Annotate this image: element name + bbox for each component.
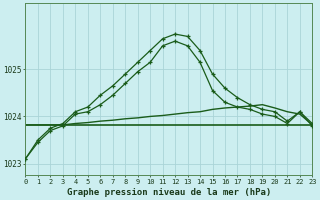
X-axis label: Graphe pression niveau de la mer (hPa): Graphe pression niveau de la mer (hPa) <box>67 188 271 197</box>
